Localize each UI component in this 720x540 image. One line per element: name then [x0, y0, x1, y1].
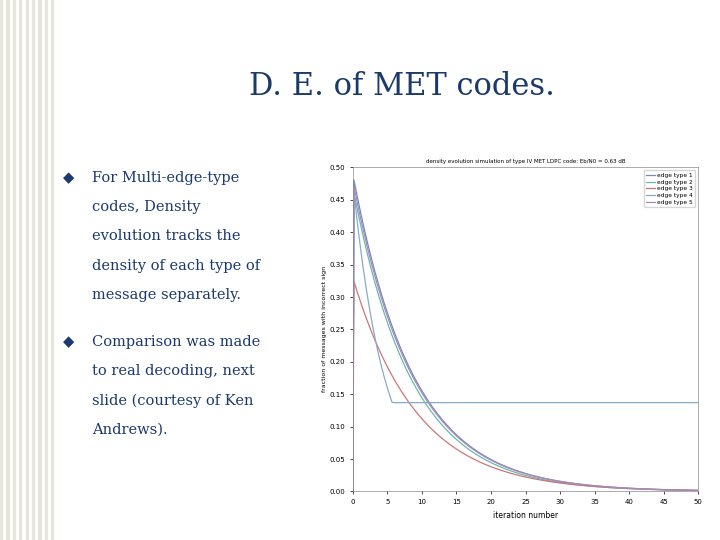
edge type 5: [350, 183, 359, 190]
edge type 5: [555, 478, 564, 485]
edge type 1: [694, 487, 703, 494]
edge type 3: [694, 487, 703, 494]
edge type 2: [561, 480, 570, 487]
Text: ◆: ◆: [63, 335, 75, 349]
Line: edge type 4: edge type 4: [353, 192, 698, 491]
Bar: [42, 0, 45, 540]
Text: codes, Density: codes, Density: [92, 200, 201, 214]
Bar: [16, 0, 19, 540]
Bar: [51, 0, 55, 540]
Bar: [13, 0, 16, 540]
Title: density evolution simulation of type IV MET LDPC code: Eb/N0 = 0.63 dB: density evolution simulation of type IV …: [426, 159, 626, 164]
edge type 3: [350, 278, 359, 285]
edge type 1: [348, 488, 357, 495]
edge type 5: [663, 487, 672, 493]
edge type 4: [561, 400, 570, 406]
edge type 2: [663, 487, 672, 493]
edge type 3: [561, 481, 570, 487]
edge type 1: [555, 478, 564, 484]
edge type 1: [663, 487, 672, 493]
Bar: [0, 0, 3, 540]
edge type 3: [663, 487, 672, 493]
edge type 5: [554, 478, 563, 484]
edge type 4: [555, 400, 564, 406]
Line: edge type 3: edge type 3: [353, 281, 698, 491]
edge type 4: [350, 188, 359, 195]
edge type 5: [694, 487, 703, 494]
Text: ◆: ◆: [63, 171, 75, 185]
edge type 1: [561, 479, 570, 485]
Text: Andrews).: Andrews).: [92, 422, 168, 436]
Line: edge type 1: edge type 1: [353, 180, 698, 491]
Legend: edge type 1, edge type 2, edge type 3, edge type 4, edge type 5: edge type 1, edge type 2, edge type 3, e…: [644, 170, 696, 207]
Y-axis label: fraction of messages with incorrect sign: fraction of messages with incorrect sign: [322, 266, 327, 393]
edge type 3: [554, 480, 563, 486]
Text: evolution tracks the: evolution tracks the: [92, 230, 240, 244]
edge type 2: [554, 479, 563, 485]
Bar: [45, 0, 48, 540]
edge type 3: [348, 488, 357, 495]
edge type 2: [351, 195, 359, 202]
edge type 5: [351, 189, 359, 195]
Bar: [55, 0, 58, 540]
edge type 2: [555, 480, 564, 486]
edge type 4: [351, 199, 359, 206]
edge type 1: [350, 177, 359, 183]
edge type 1: [351, 183, 359, 189]
edge type 5: [561, 479, 570, 485]
edge type 1: [554, 478, 563, 484]
Text: density of each type of: density of each type of: [92, 259, 261, 273]
edge type 1: [641, 485, 649, 492]
X-axis label: iteration number: iteration number: [493, 511, 558, 519]
Bar: [32, 0, 35, 540]
Bar: [9, 0, 13, 540]
edge type 2: [350, 190, 359, 196]
edge type 5: [348, 488, 357, 495]
Bar: [3, 0, 6, 540]
edge type 3: [641, 486, 649, 492]
Text: message separately.: message separately.: [92, 288, 241, 302]
edge type 4: [348, 488, 357, 495]
Bar: [48, 0, 51, 540]
Bar: [35, 0, 38, 540]
Bar: [19, 0, 22, 540]
Bar: [26, 0, 29, 540]
Bar: [38, 0, 42, 540]
Line: edge type 5: edge type 5: [353, 186, 698, 491]
edge type 2: [641, 486, 649, 492]
Bar: [6, 0, 9, 540]
Text: For Multi-edge-type: For Multi-edge-type: [92, 171, 240, 185]
Bar: [29, 0, 32, 540]
Text: Comparison was made: Comparison was made: [92, 335, 261, 349]
Line: edge type 2: edge type 2: [353, 193, 698, 491]
Bar: [22, 0, 26, 540]
edge type 3: [351, 282, 359, 288]
edge type 4: [554, 400, 563, 406]
edge type 2: [348, 488, 357, 495]
Text: slide (courtesy of Ken: slide (courtesy of Ken: [92, 393, 253, 408]
edge type 4: [663, 400, 672, 406]
edge type 2: [694, 487, 703, 494]
Text: D. E. of MET codes.: D. E. of MET codes.: [249, 71, 555, 102]
Text: to real decoding, next: to real decoding, next: [92, 364, 255, 378]
edge type 5: [641, 486, 649, 492]
edge type 4: [694, 400, 703, 406]
edge type 3: [555, 480, 564, 486]
edge type 4: [641, 400, 649, 406]
